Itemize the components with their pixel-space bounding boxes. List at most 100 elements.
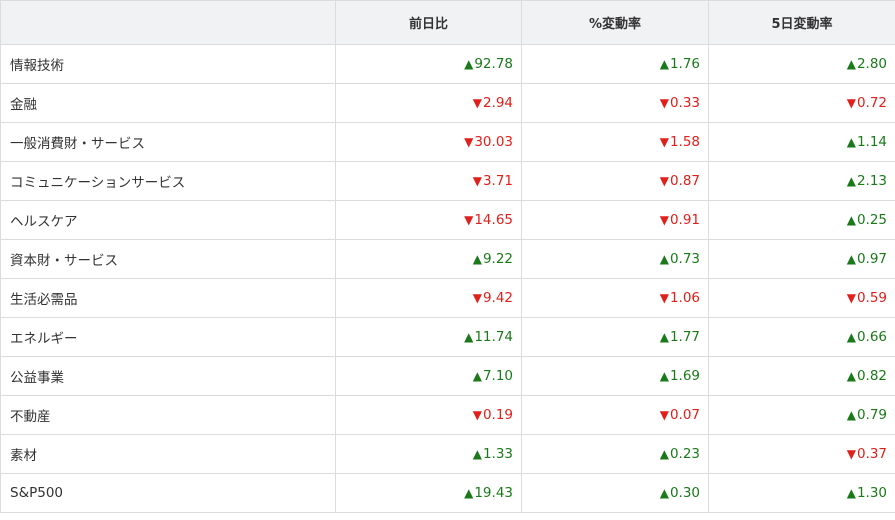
day-change-cell: ▼3.71 xyxy=(335,161,522,201)
sector-name: ヘルスケア xyxy=(0,200,336,240)
change-value: 0.91 xyxy=(669,212,700,228)
down-triangle-icon: ▼ xyxy=(472,174,482,188)
sector-name: S&P500 xyxy=(0,473,336,513)
change-value: 1.77 xyxy=(669,329,700,345)
table-row: 情報技術 ▲92.78 ▲1.76 ▲2.80 xyxy=(0,44,895,84)
up-triangle-icon: ▲ xyxy=(659,57,669,71)
change-value: 2.94 xyxy=(482,95,513,111)
5day-change-cell: ▲0.82 xyxy=(708,356,895,396)
up-triangle-icon: ▲ xyxy=(472,252,482,266)
day-change-cell: ▼9.42 xyxy=(335,278,522,318)
up-triangle-icon: ▲ xyxy=(659,486,669,500)
sector-name: 素材 xyxy=(0,434,336,474)
sector-name: 生活必需品 xyxy=(0,278,336,318)
down-triangle-icon: ▼ xyxy=(464,135,474,149)
down-triangle-icon: ▼ xyxy=(659,135,669,149)
table-body: 情報技術 ▲92.78 ▲1.76 ▲2.80 金融 ▼2.94 ▼0.33 ▼0.72 一般消… xyxy=(0,44,895,513)
table-row: 不動産 ▼0.19 ▼0.07 ▲0.79 xyxy=(0,395,895,435)
down-triangle-icon: ▼ xyxy=(464,213,474,227)
percent-change-cell: ▼0.91 xyxy=(521,200,709,240)
5day-change-cell: ▼0.72 xyxy=(708,83,895,123)
change-value: 9.42 xyxy=(482,290,513,306)
down-triangle-icon: ▼ xyxy=(659,174,669,188)
change-value: 0.82 xyxy=(856,368,887,384)
day-change-cell: ▼30.03 xyxy=(335,122,522,162)
change-value: 0.72 xyxy=(856,95,887,111)
up-triangle-icon: ▲ xyxy=(846,369,856,383)
percent-change-cell: ▲1.76 xyxy=(521,44,709,84)
percent-change-cell: ▲0.73 xyxy=(521,239,709,279)
up-triangle-icon: ▲ xyxy=(846,213,856,227)
change-value: 1.58 xyxy=(669,134,700,150)
up-triangle-icon: ▲ xyxy=(659,369,669,383)
5day-change-cell: ▼0.37 xyxy=(708,434,895,474)
up-triangle-icon: ▲ xyxy=(846,57,856,71)
down-triangle-icon: ▼ xyxy=(472,291,482,305)
sector-name: 金融 xyxy=(0,83,336,123)
change-value: 1.14 xyxy=(856,134,887,150)
percent-change-cell: ▼0.87 xyxy=(521,161,709,201)
change-value: 0.33 xyxy=(669,95,700,111)
change-value: 9.22 xyxy=(482,251,513,267)
change-value: 30.03 xyxy=(474,134,513,150)
5day-change-cell: ▼0.59 xyxy=(708,278,895,318)
sector-name: 資本財・サービス xyxy=(0,239,336,279)
change-value: 0.25 xyxy=(856,212,887,228)
change-value: 0.19 xyxy=(482,407,513,423)
change-value: 0.30 xyxy=(669,485,700,501)
down-triangle-icon: ▼ xyxy=(846,447,856,461)
change-value: 2.13 xyxy=(856,173,887,189)
day-change-cell: ▲7.10 xyxy=(335,356,522,396)
5day-change-cell: ▲1.30 xyxy=(708,473,895,513)
change-value: 0.73 xyxy=(669,251,700,267)
header-day-change: 前日比 xyxy=(335,0,522,45)
day-change-cell: ▲19.43 xyxy=(335,473,522,513)
header-5day-change: 5日変動率 xyxy=(708,0,895,45)
down-triangle-icon: ▼ xyxy=(472,96,482,110)
change-value: 0.79 xyxy=(856,407,887,423)
table-row: コミュニケーションサービス ▼3.71 ▼0.87 ▲2.13 xyxy=(0,161,895,201)
table-row: 生活必需品 ▼9.42 ▼1.06 ▼0.59 xyxy=(0,278,895,318)
up-triangle-icon: ▲ xyxy=(659,330,669,344)
down-triangle-icon: ▼ xyxy=(659,96,669,110)
change-value: 1.69 xyxy=(669,368,700,384)
sector-name: 不動産 xyxy=(0,395,336,435)
table-row: ヘルスケア ▼14.65 ▼0.91 ▲0.25 xyxy=(0,200,895,240)
sector-name: エネルギー xyxy=(0,317,336,357)
up-triangle-icon: ▲ xyxy=(464,330,474,344)
table-row: 金融 ▼2.94 ▼0.33 ▼0.72 xyxy=(0,83,895,123)
down-triangle-icon: ▼ xyxy=(846,291,856,305)
change-value: 0.97 xyxy=(856,251,887,267)
up-triangle-icon: ▲ xyxy=(846,252,856,266)
change-value: 0.59 xyxy=(856,290,887,306)
up-triangle-icon: ▲ xyxy=(846,486,856,500)
up-triangle-icon: ▲ xyxy=(659,252,669,266)
day-change-cell: ▼14.65 xyxy=(335,200,522,240)
5day-change-cell: ▲0.66 xyxy=(708,317,895,357)
change-value: 1.33 xyxy=(482,446,513,462)
5day-change-cell: ▲0.97 xyxy=(708,239,895,279)
day-change-cell: ▲92.78 xyxy=(335,44,522,84)
day-change-cell: ▼0.19 xyxy=(335,395,522,435)
percent-change-cell: ▼0.07 xyxy=(521,395,709,435)
percent-change-cell: ▼1.06 xyxy=(521,278,709,318)
table-row: 一般消費財・サービス ▼30.03 ▼1.58 ▲1.14 xyxy=(0,122,895,162)
up-triangle-icon: ▲ xyxy=(659,447,669,461)
sector-name: コミュニケーションサービス xyxy=(0,161,336,201)
up-triangle-icon: ▲ xyxy=(846,330,856,344)
day-change-cell: ▼2.94 xyxy=(335,83,522,123)
change-value: 0.66 xyxy=(856,329,887,345)
day-change-cell: ▲9.22 xyxy=(335,239,522,279)
header-sector xyxy=(0,0,336,45)
percent-change-cell: ▲1.77 xyxy=(521,317,709,357)
day-change-cell: ▲1.33 xyxy=(335,434,522,474)
percent-change-cell: ▲0.23 xyxy=(521,434,709,474)
down-triangle-icon: ▼ xyxy=(659,408,669,422)
sector-name: 公益事業 xyxy=(0,356,336,396)
percent-change-cell: ▼1.58 xyxy=(521,122,709,162)
down-triangle-icon: ▼ xyxy=(472,408,482,422)
table-row: エネルギー ▲11.74 ▲1.77 ▲0.66 xyxy=(0,317,895,357)
up-triangle-icon: ▲ xyxy=(464,57,474,71)
change-value: 11.74 xyxy=(474,329,513,345)
